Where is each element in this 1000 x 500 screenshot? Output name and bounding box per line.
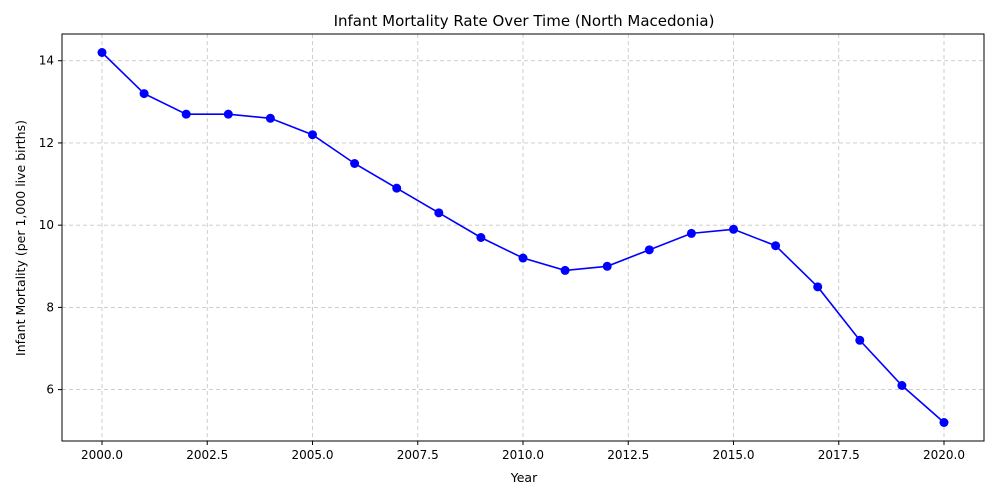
data-point xyxy=(729,224,739,234)
data-point xyxy=(307,130,317,140)
data-point xyxy=(602,261,612,271)
grid xyxy=(62,34,984,441)
data-point xyxy=(223,109,233,119)
data-point xyxy=(560,265,570,275)
data-point xyxy=(97,48,107,57)
y-tick-label: 8 xyxy=(46,300,54,314)
data-point xyxy=(686,228,696,238)
x-tick-label: 2017.5 xyxy=(818,448,860,462)
x-tick-label: 2015.0 xyxy=(713,448,755,462)
x-tick-label: 2012.5 xyxy=(607,448,649,462)
data-point xyxy=(644,245,654,255)
y-tick-label: 14 xyxy=(39,54,54,68)
data-point xyxy=(813,282,823,292)
y-tick-label: 10 xyxy=(39,218,54,232)
x-tick-label: 2002.5 xyxy=(186,448,228,462)
data-point xyxy=(855,335,865,345)
data-point xyxy=(771,241,781,251)
x-tick-label: 2020.0 xyxy=(923,448,965,462)
data-point xyxy=(434,208,444,218)
series-layer xyxy=(97,48,949,427)
data-point xyxy=(518,253,528,263)
data-point xyxy=(392,183,402,193)
x-axis-label: Year xyxy=(510,470,538,485)
data-point xyxy=(265,113,275,123)
x-tick-label: 2010.0 xyxy=(502,448,544,462)
data-point xyxy=(350,159,360,168)
data-point xyxy=(476,233,486,242)
data-point xyxy=(939,418,949,427)
y-tick-label: 12 xyxy=(39,136,54,150)
x-axis: 2000.0 2002.5 2005.0 2007.5 2010.0 2012.5 2015… xyxy=(81,441,965,462)
chart-title: Infant Mortality Rate Over Time (North M… xyxy=(334,12,715,30)
y-axis-label: Infant Mortality (per 1,000 live births) xyxy=(13,120,28,356)
data-point xyxy=(139,89,149,99)
x-tick-label: 2007.5 xyxy=(397,448,439,462)
data-point xyxy=(897,381,907,390)
x-tick-label: 2000.0 xyxy=(81,448,123,462)
data-point xyxy=(181,109,191,119)
x-tick-label: 2005.0 xyxy=(291,448,333,462)
y-tick-label: 6 xyxy=(46,383,54,397)
y-axis: 6 8 10 12 14 xyxy=(39,54,62,397)
